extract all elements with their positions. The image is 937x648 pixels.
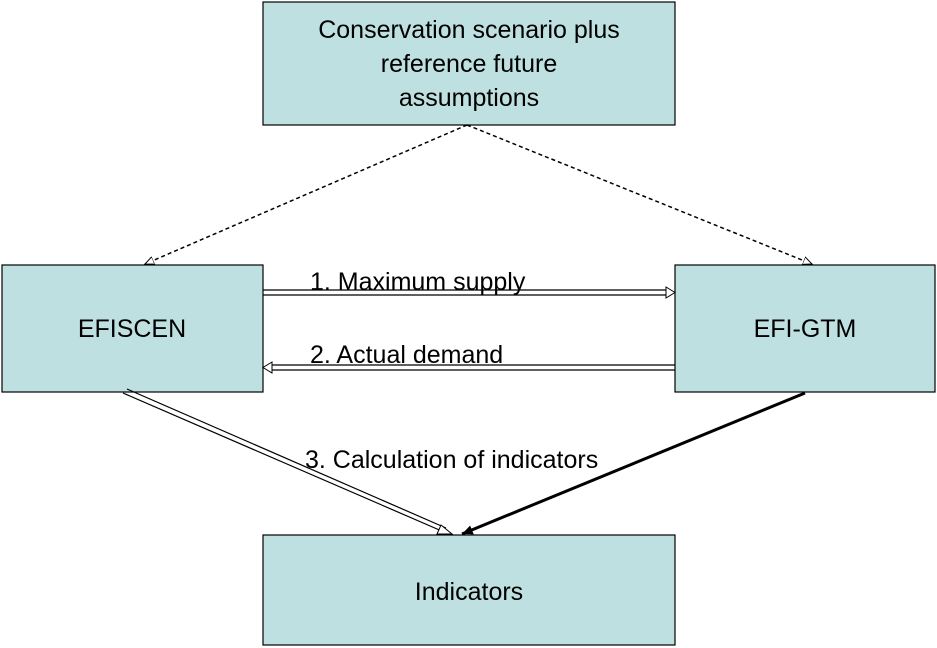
node-label: assumptions [399,84,539,112]
node-box [262,1,676,126]
dashed-arrow [145,124,468,265]
node-label: reference future [381,50,558,78]
edge-label: 3. Calculation of indicators [305,446,598,474]
edge-label: 1. Maximum supply [310,268,526,296]
node-label: Conservation scenario plus [318,16,620,44]
dashed-arrow [466,124,812,264]
double-arrow [263,286,676,299]
double-arrow [262,361,675,374]
node-box [262,534,676,646]
node-label: EFI-GTM [754,315,857,343]
solid-arrow [461,391,806,536]
node-box [1,264,264,393]
double-arrow [122,388,454,535]
node-label: Indicators [415,578,523,606]
edge-label: 2. Actual demand [310,341,503,369]
node-box [674,264,936,393]
node-label: EFISCEN [78,315,186,343]
